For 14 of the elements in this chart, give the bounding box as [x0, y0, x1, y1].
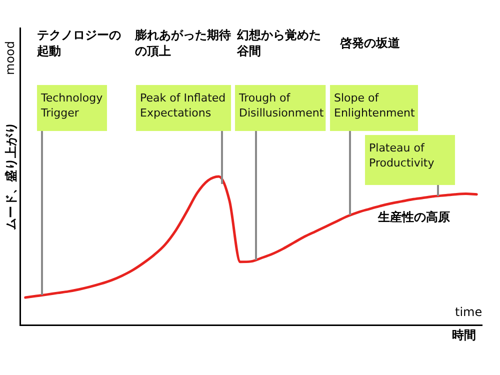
- text: Peak of Inflated Expectations: [140, 91, 226, 120]
- y-axis-title: ムード、盛り上がり: [4, 122, 18, 230]
- text: 幻想から覚めた谷間: [236, 28, 321, 58]
- text: mood: [3, 41, 18, 75]
- text: 時間: [452, 328, 476, 342]
- text: Plateau of Productivity: [369, 141, 435, 170]
- text: 膨れあがった期待の頂上: [134, 28, 231, 58]
- text: Trough of Disillusionment: [238, 91, 324, 120]
- text: Technology Trigger: [40, 91, 104, 120]
- text: テクノロジーの起動: [36, 28, 121, 58]
- x-axis-title: time: [455, 305, 482, 320]
- annotation: 生産性の高原: [377, 210, 450, 224]
- text: 啓発の坂道: [339, 36, 401, 50]
- text: Slope of Enlightenment: [334, 91, 416, 120]
